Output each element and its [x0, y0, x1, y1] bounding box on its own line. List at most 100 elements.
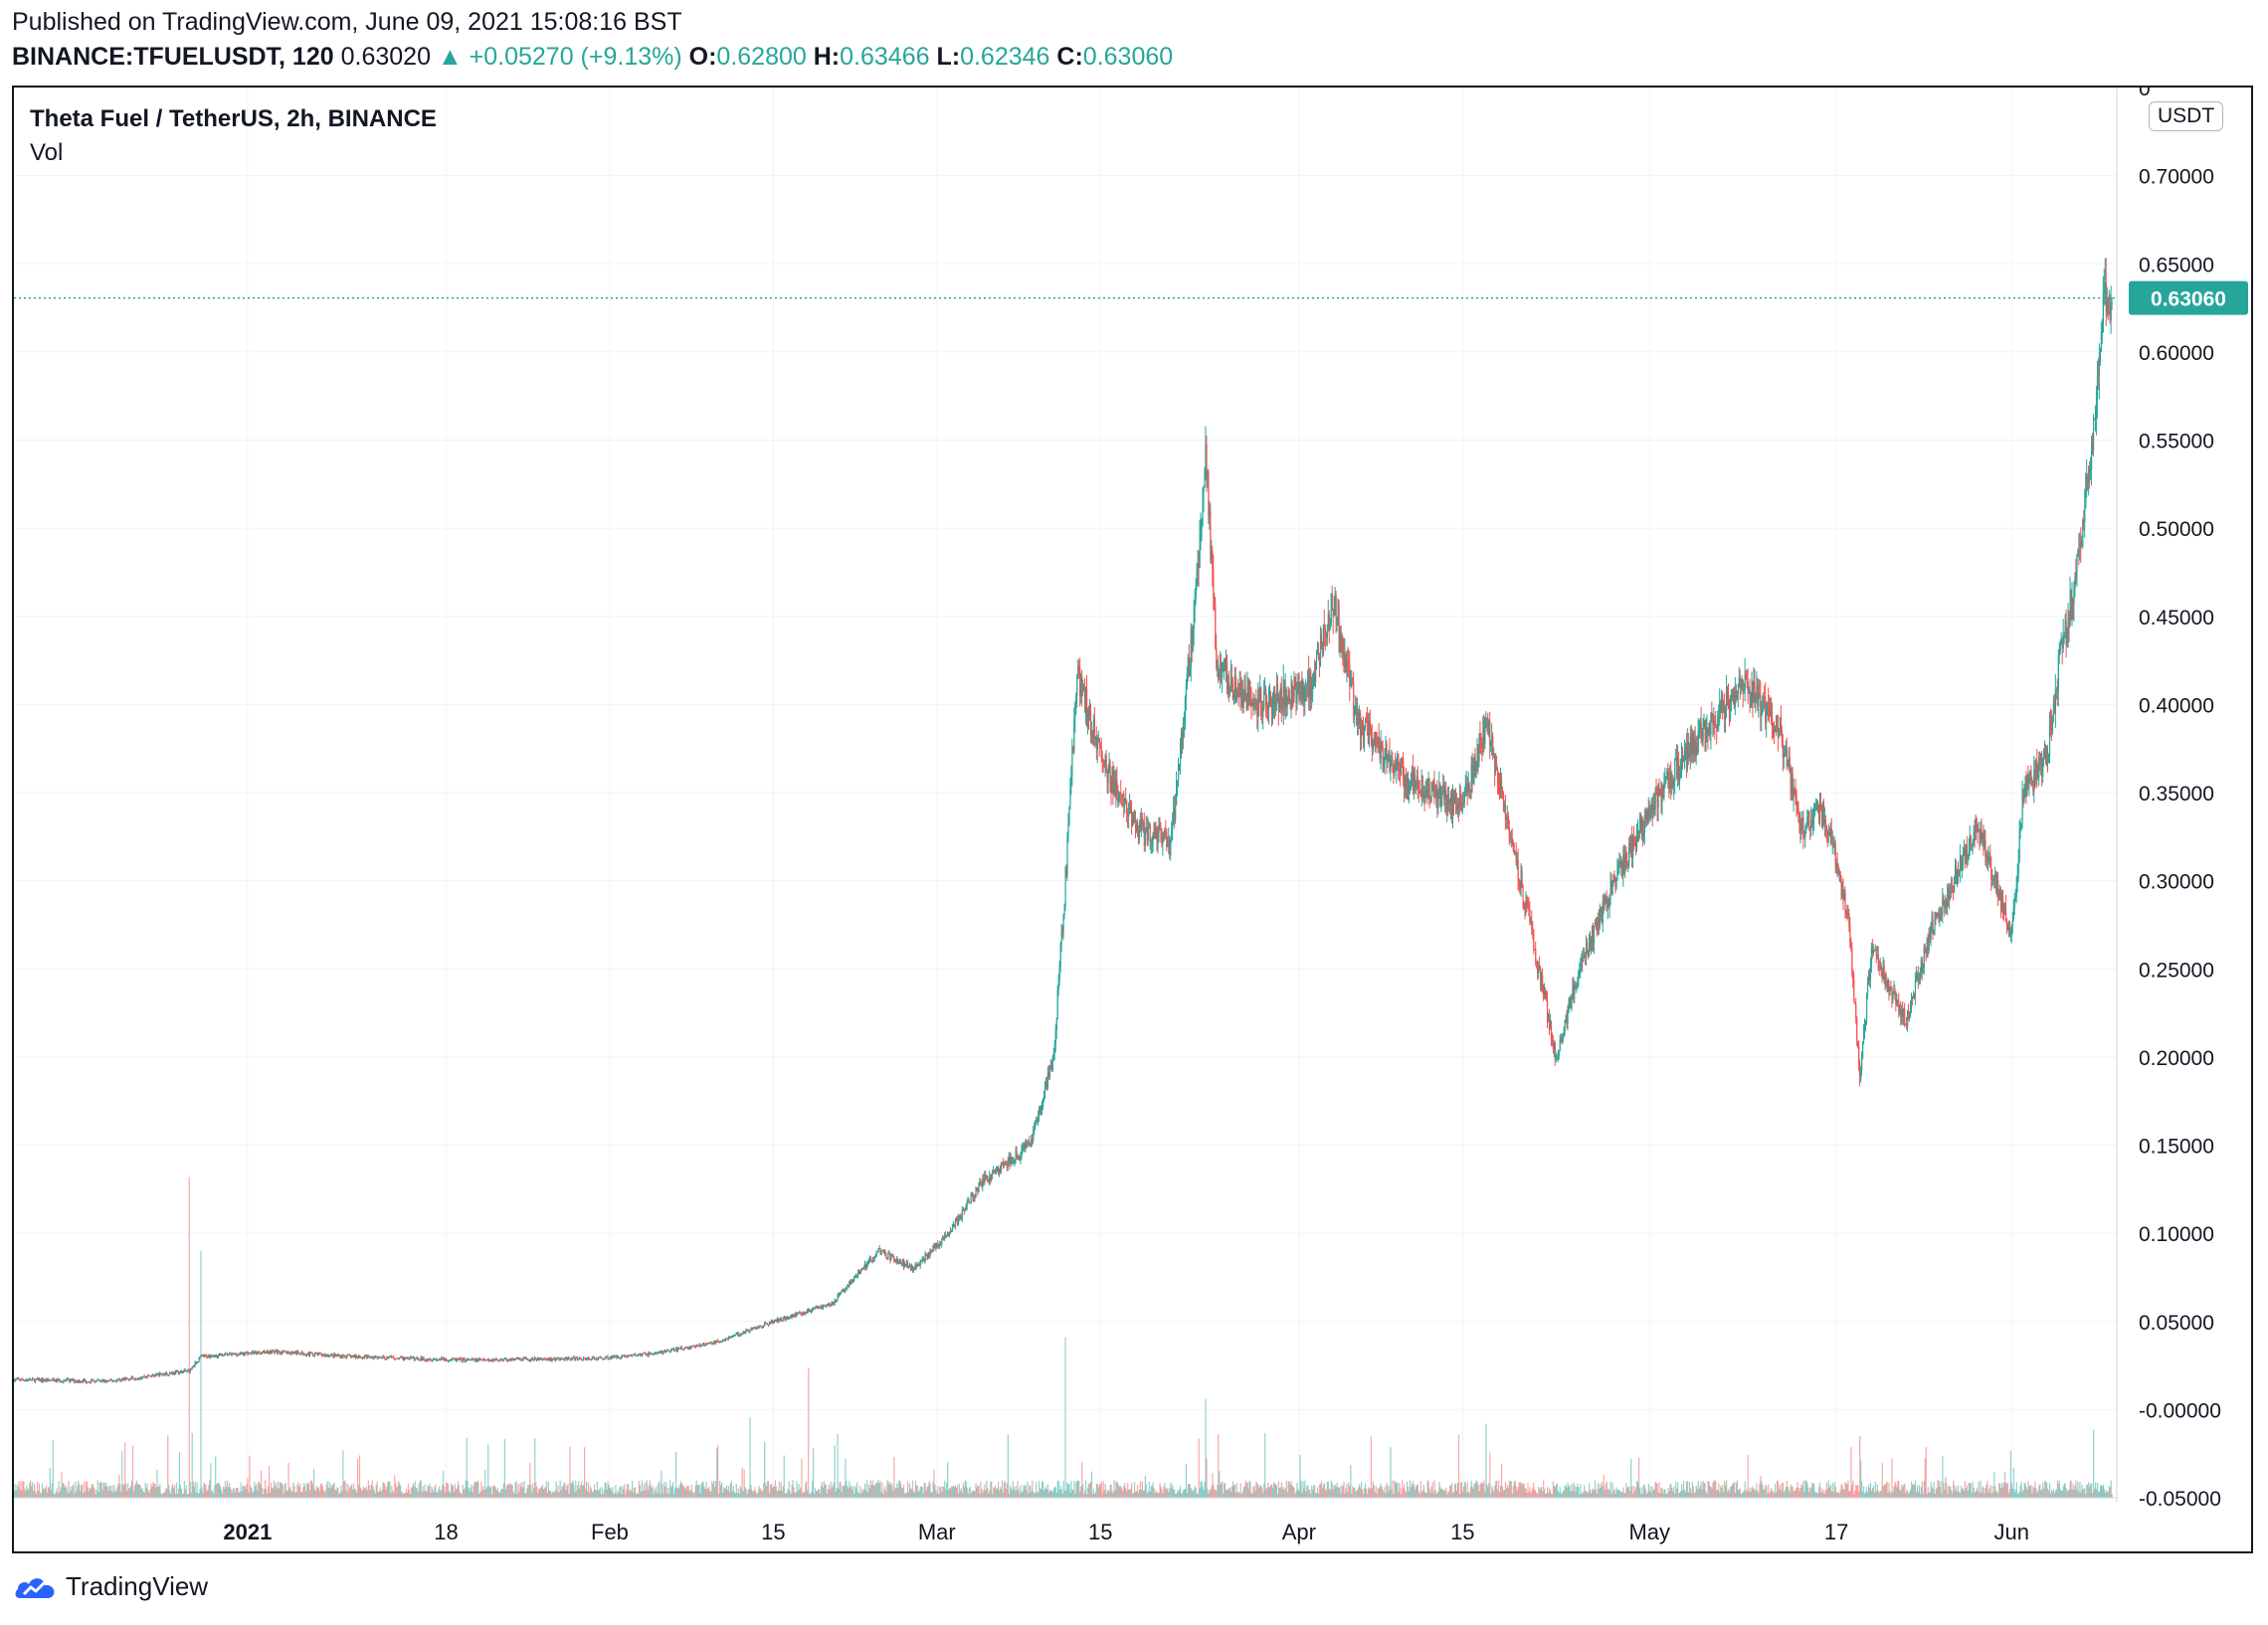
volume-bar: [1499, 1492, 1501, 1498]
volume-bar: [1163, 1487, 1165, 1498]
candle-body: [630, 1354, 633, 1356]
candle-body: [989, 1175, 991, 1182]
volume-bar: [783, 1455, 785, 1498]
volume-bar: [964, 1480, 966, 1498]
candle-body: [275, 1350, 277, 1352]
volume-bar: [991, 1481, 993, 1498]
volume-bar: [981, 1488, 983, 1498]
candle-body: [121, 1378, 123, 1381]
volume-bar: [1085, 1480, 1087, 1498]
candle-body: [251, 1352, 253, 1354]
candle-body: [1201, 524, 1203, 530]
candle-body: [1228, 681, 1230, 694]
candle-body: [318, 1353, 321, 1354]
volume-bar: [224, 1481, 227, 1498]
volume-bar: [710, 1491, 712, 1498]
candle-body: [452, 1357, 455, 1359]
volume-bar: [106, 1486, 108, 1498]
candle-body: [790, 1315, 792, 1318]
candle-body: [1195, 585, 1197, 600]
volume-bar: [1185, 1463, 1188, 1498]
candle-body: [1330, 593, 1332, 624]
candle-body: [1350, 681, 1352, 687]
volume-bar: [112, 1492, 114, 1498]
candle-body: [493, 1359, 495, 1361]
volume-bar: [1265, 1489, 1267, 1498]
candle-body: [1331, 593, 1333, 610]
candle-body: [751, 1328, 753, 1330]
candle-body: [813, 1307, 816, 1309]
volume-bar: [1001, 1480, 1004, 1498]
volume-bar: [2040, 1490, 2042, 1498]
volume-bar: [163, 1492, 165, 1498]
volume-bar: [1611, 1482, 1613, 1498]
volume-bar: [49, 1467, 51, 1498]
candle-body: [495, 1357, 498, 1360]
volume-bar: [1229, 1491, 1232, 1498]
volume-bar: [362, 1486, 365, 1498]
volume-bar: [1362, 1494, 1365, 1498]
candle-body: [348, 1354, 350, 1356]
candle-body: [1126, 801, 1128, 813]
candle-body: [1041, 1107, 1043, 1110]
volume-bar: [1009, 1485, 1011, 1498]
volume-bar: [1008, 1494, 1010, 1498]
candle-body: [270, 1351, 273, 1354]
candle-body: [1009, 1157, 1011, 1165]
volume-bar: [898, 1480, 900, 1498]
volume-bar: [638, 1481, 641, 1498]
volume-bar: [1305, 1491, 1307, 1498]
volume-bar: [1690, 1493, 1693, 1498]
volume-bar: [1236, 1492, 1238, 1498]
volume-bar: [1184, 1488, 1187, 1498]
volume-bar: [1817, 1493, 1819, 1498]
candle-body: [1036, 1120, 1038, 1124]
volume-bar: [48, 1487, 50, 1498]
candle-body: [856, 1276, 858, 1278]
candle-body: [401, 1356, 403, 1358]
volume-bar: [1255, 1481, 1257, 1498]
volume-bar: [541, 1484, 544, 1498]
volume-bar: [1135, 1491, 1138, 1498]
volume-bar: [51, 1483, 53, 1498]
volume-bar: [583, 1484, 585, 1498]
volume-bar: [2088, 1482, 2090, 1498]
candle-body: [714, 1342, 716, 1344]
candle-body: [436, 1358, 438, 1360]
volume-bar: [221, 1493, 224, 1498]
candle-body: [943, 1237, 945, 1240]
candle-body: [719, 1342, 721, 1344]
volume-bar: [816, 1491, 819, 1498]
candle-body: [317, 1353, 320, 1355]
volume-bar: [1768, 1484, 1770, 1498]
volume-bar: [1884, 1484, 1886, 1498]
volume-bar: [393, 1492, 395, 1498]
candle-body: [932, 1245, 934, 1252]
volume-bar: [466, 1437, 468, 1498]
candle-body: [602, 1357, 604, 1359]
volume-bar: [1833, 1482, 1835, 1498]
volume-bar: [532, 1483, 534, 1498]
volume-bar: [1118, 1486, 1120, 1498]
candle-body: [1094, 737, 1097, 740]
volume-bar: [1301, 1492, 1303, 1498]
volume-bar: [1602, 1485, 1604, 1498]
price-chart[interactable]: 0.63060 00.700000.650000.600000.550000.5…: [14, 88, 2252, 1551]
candle-body: [1040, 1109, 1042, 1111]
volume-bar: [132, 1491, 135, 1498]
volume-bar: [658, 1483, 660, 1498]
volume-bar: [1914, 1480, 1917, 1498]
volume-bar: [1612, 1490, 1614, 1498]
candle-body: [1270, 695, 1272, 705]
volume-bar: [197, 1493, 199, 1498]
candle-body: [1266, 706, 1268, 709]
volume-bar: [332, 1484, 334, 1498]
candle-body: [78, 1380, 80, 1382]
volume-bar: [1597, 1483, 1600, 1498]
candle-body: [767, 1324, 769, 1326]
volume-bar: [2048, 1483, 2051, 1498]
candle-body: [241, 1352, 243, 1354]
volume-bar: [797, 1491, 799, 1498]
volume-bar: [1015, 1485, 1017, 1498]
candle-body: [795, 1313, 797, 1317]
